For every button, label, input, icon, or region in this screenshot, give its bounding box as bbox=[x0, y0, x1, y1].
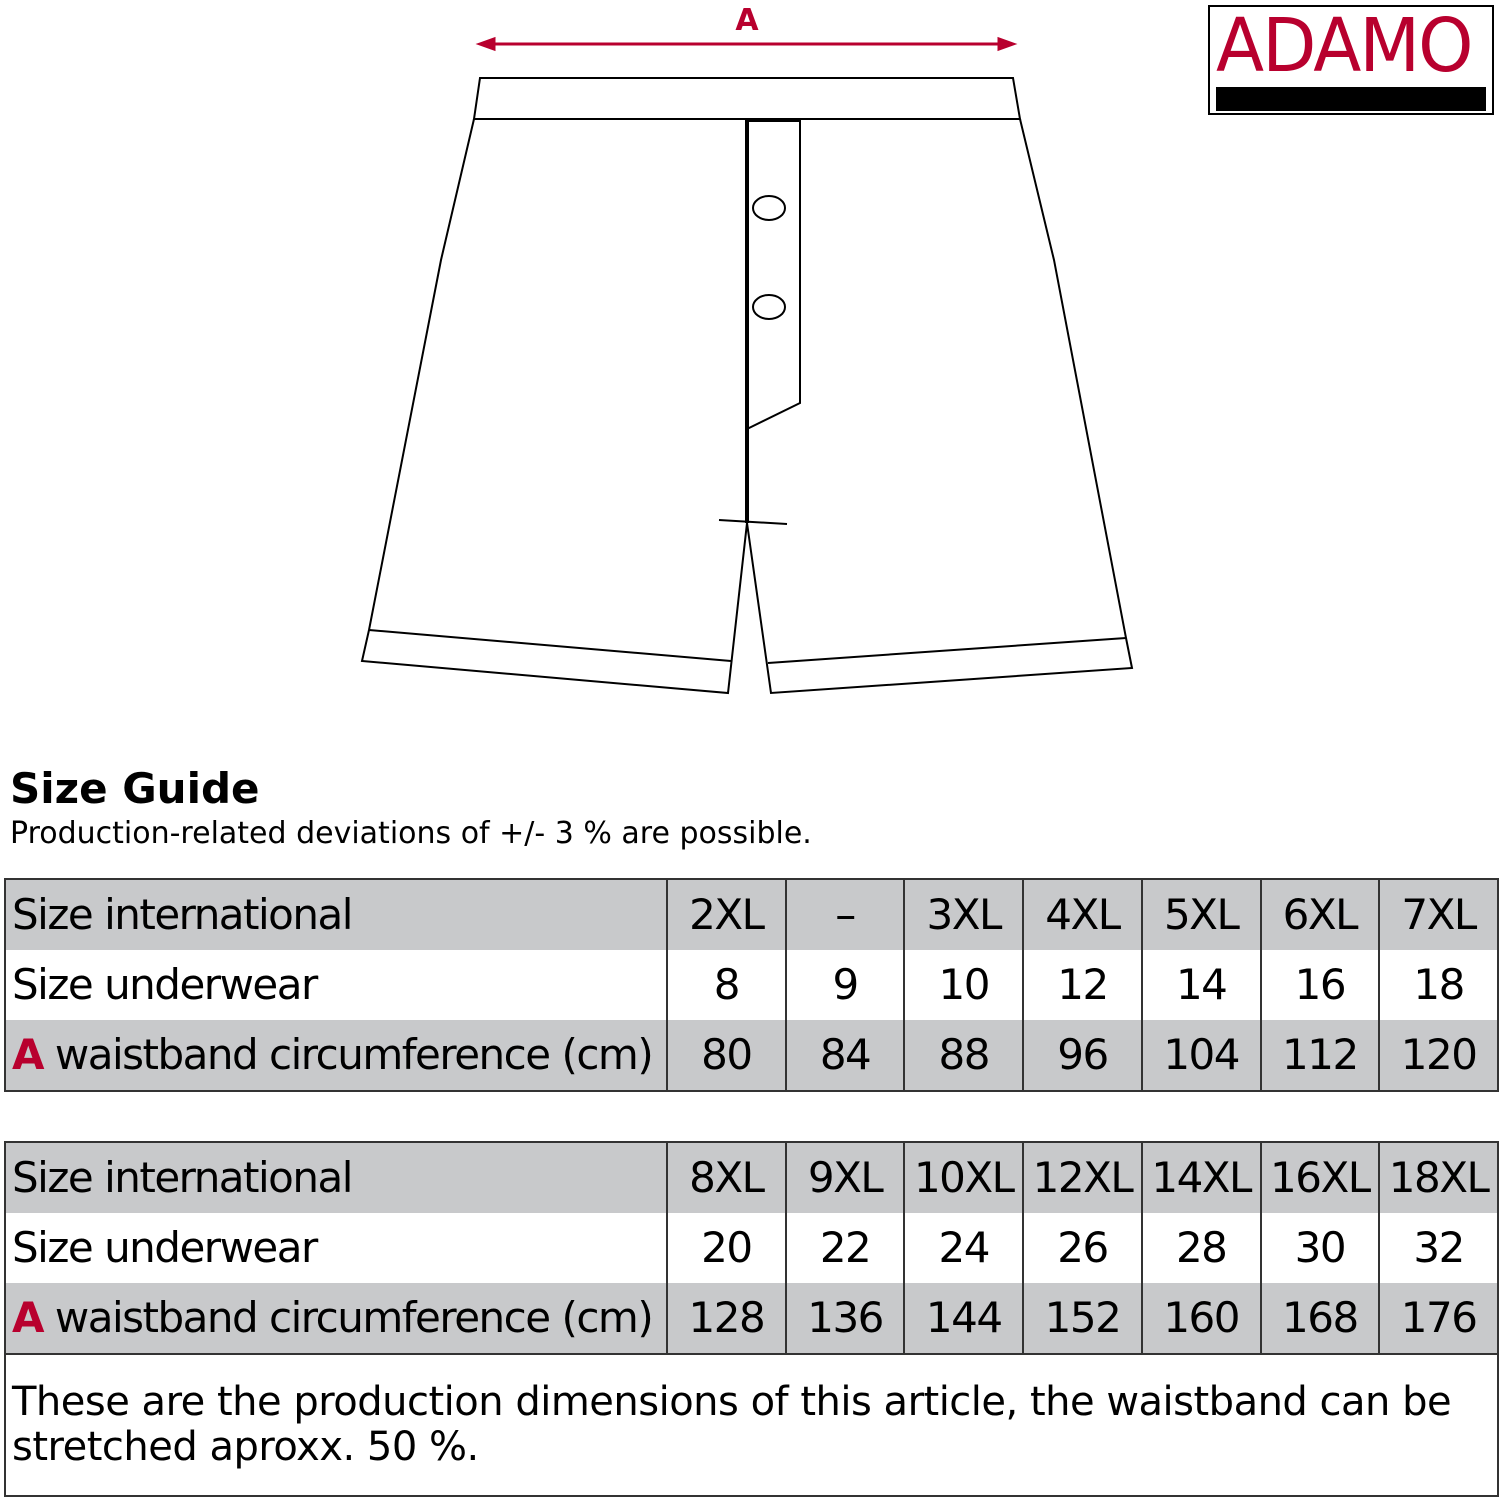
cell: 2XL bbox=[666, 879, 787, 950]
table-row-waist: A waistband circumference (cm) 80 84 88 96 1… bbox=[4, 1020, 1499, 1091]
table-row-note: These are the production dimensions of t… bbox=[4, 1353, 1499, 1496]
size-table-2: Size international 8XL 9XL 10XL 12XL 14XL 16X… bbox=[4, 1141, 1499, 1497]
cell: 80 bbox=[666, 1020, 787, 1091]
cell: 84 bbox=[784, 1020, 906, 1091]
cell: 16 bbox=[1259, 950, 1381, 1020]
cell: 176 bbox=[1378, 1283, 1499, 1354]
cell: 96 bbox=[1022, 1020, 1143, 1091]
cell: 120 bbox=[1378, 1020, 1499, 1091]
row-label: Size underwear bbox=[4, 1213, 668, 1283]
row-label: A waistband circumference (cm) bbox=[4, 1283, 668, 1354]
cell: 10 bbox=[903, 950, 1025, 1020]
logo-text: ADAMO bbox=[1216, 3, 1473, 89]
row-label-text: waistband circumference (cm) bbox=[54, 1293, 654, 1342]
measure-label-a: A bbox=[735, 3, 759, 38]
logo-bar bbox=[1216, 87, 1486, 111]
cell: 3XL bbox=[903, 879, 1025, 950]
boxer-shorts-diagram: A bbox=[360, 3, 1134, 695]
page-title: Size Guide bbox=[10, 764, 260, 813]
measure-arrow-a bbox=[475, 36, 1018, 52]
cell: 88 bbox=[903, 1020, 1025, 1091]
cell: 4XL bbox=[1022, 879, 1143, 950]
cell: 112 bbox=[1259, 1020, 1381, 1091]
button-icon bbox=[752, 294, 786, 320]
cell: 32 bbox=[1378, 1213, 1499, 1283]
cell: 26 bbox=[1022, 1213, 1143, 1283]
table-row-underwear: Size underwear 8 9 10 12 14 16 18 bbox=[4, 950, 1499, 1020]
waistband bbox=[472, 77, 1022, 120]
cell: 168 bbox=[1259, 1283, 1381, 1354]
cell: 14 bbox=[1140, 950, 1262, 1020]
cell: 10XL bbox=[903, 1142, 1025, 1213]
table-row-intl: Size international 8XL 9XL 10XL 12XL 14XL 16X… bbox=[4, 1142, 1499, 1213]
row-label-text: waistband circumference (cm) bbox=[54, 1030, 654, 1079]
button-icon bbox=[752, 195, 786, 221]
production-note: These are the production dimensions of t… bbox=[4, 1353, 1499, 1496]
row-label: Size international bbox=[4, 1142, 668, 1213]
cell: 160 bbox=[1140, 1283, 1262, 1354]
adamo-logo: ADAMO bbox=[1208, 3, 1494, 115]
cell: 9 bbox=[784, 950, 906, 1020]
cell: 128 bbox=[666, 1283, 787, 1354]
cell: 9XL bbox=[784, 1142, 906, 1213]
cell: 5XL bbox=[1140, 879, 1262, 950]
measure-letter: A bbox=[12, 1293, 45, 1342]
cell: 12XL bbox=[1022, 1142, 1143, 1213]
cell: 14XL bbox=[1140, 1142, 1262, 1213]
cell: 18XL bbox=[1378, 1142, 1499, 1213]
cell: 8XL bbox=[666, 1142, 787, 1213]
cell: 12 bbox=[1022, 950, 1143, 1020]
cell: 24 bbox=[903, 1213, 1025, 1283]
cell: 16XL bbox=[1259, 1142, 1381, 1213]
cell: 7XL bbox=[1378, 879, 1499, 950]
row-label: Size underwear bbox=[4, 950, 668, 1020]
subtitle: Production-related deviations of +/- 3 %… bbox=[10, 816, 812, 851]
row-label: A waistband circumference (cm) bbox=[4, 1020, 668, 1091]
cell: 28 bbox=[1140, 1213, 1262, 1283]
cell: 136 bbox=[784, 1283, 906, 1354]
cell: 152 bbox=[1022, 1283, 1143, 1354]
table-row-waist: A waistband circumference (cm) 128 136 144… bbox=[4, 1283, 1499, 1354]
cell: 20 bbox=[666, 1213, 787, 1283]
table-row-intl: Size international 2XL –3XL 4XL 5XL 6XL 7XL bbox=[4, 879, 1499, 950]
cell: 8 bbox=[666, 950, 787, 1020]
measure-letter: A bbox=[12, 1030, 45, 1079]
cell: 6XL bbox=[1259, 879, 1381, 950]
row-label: Size international bbox=[4, 879, 668, 950]
cell: 144 bbox=[903, 1283, 1025, 1354]
cell: 18 bbox=[1378, 950, 1499, 1020]
fly-placket bbox=[746, 120, 801, 430]
table-row-underwear: Size underwear 20 22 24 26 28 30 32 bbox=[4, 1213, 1499, 1283]
cell: 104 bbox=[1140, 1020, 1262, 1091]
cell: 30 bbox=[1259, 1213, 1381, 1283]
size-table-1: Size international 2XL –3XL 4XL 5XL 6XL 7XL S… bbox=[4, 878, 1499, 1092]
cell: 22 bbox=[784, 1213, 906, 1283]
cell: – bbox=[784, 879, 906, 950]
